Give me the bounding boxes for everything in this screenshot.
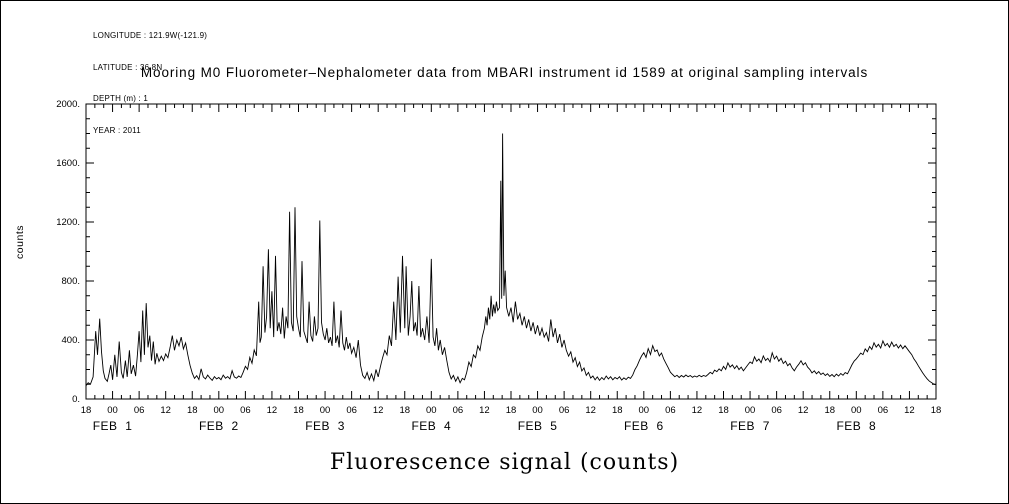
svg-text:0.: 0. — [72, 394, 80, 405]
svg-text:FEB 1: FEB 1 — [93, 419, 133, 433]
svg-text:12: 12 — [267, 405, 278, 416]
svg-text:12: 12 — [160, 405, 171, 416]
svg-text:FEB 6: FEB 6 — [624, 419, 664, 433]
svg-text:18: 18 — [187, 405, 198, 416]
svg-text:00: 00 — [214, 405, 225, 416]
svg-text:18: 18 — [506, 405, 517, 416]
svg-text:18: 18 — [612, 405, 623, 416]
metadata-latitude: LATITUDE : 36.8N — [93, 62, 163, 72]
svg-text:18: 18 — [931, 405, 942, 416]
svg-text:00: 00 — [639, 405, 650, 416]
svg-text:00: 00 — [107, 405, 118, 416]
svg-text:06: 06 — [559, 405, 570, 416]
plot-title: Mooring M0 Fluorometer–Nephalometer data… — [140, 65, 869, 80]
svg-text:FEB 2: FEB 2 — [199, 419, 239, 433]
svg-text:06: 06 — [346, 405, 357, 416]
svg-text:12: 12 — [479, 405, 490, 416]
metadata-longitude: LONGITUDE : 121.9W(-121.9) — [93, 31, 208, 40]
x-axis-ticks — [85, 104, 937, 399]
svg-text:1600.: 1600. — [56, 158, 80, 169]
svg-text:FEB 5: FEB 5 — [518, 419, 558, 433]
svg-text:06: 06 — [453, 405, 464, 416]
svg-text:12: 12 — [692, 405, 703, 416]
svg-text:06: 06 — [665, 405, 676, 416]
x-axis-caption: Fluorescence signal (counts) — [329, 450, 680, 475]
metadata-depth: DEPTH (m) : 1 — [93, 94, 149, 103]
svg-text:06: 06 — [878, 405, 889, 416]
svg-text:00: 00 — [426, 405, 437, 416]
svg-text:06: 06 — [771, 405, 782, 416]
svg-text:18: 18 — [293, 405, 304, 416]
svg-text:FEB 8: FEB 8 — [836, 419, 876, 433]
svg-text:12: 12 — [904, 405, 915, 416]
axis-tick-labels: 18 00 06 12 18 00 06 12 18 00 06 12 18 00 06 12 18 00 06 12… — [56, 99, 941, 433]
svg-text:12: 12 — [798, 405, 809, 416]
y-axis-ticks — [86, 103, 936, 400]
svg-text:18: 18 — [81, 405, 92, 416]
series-line — [85, 133, 937, 386]
svg-text:12: 12 — [373, 405, 384, 416]
metadata-block: LONGITUDE : 121.9W(-121.9) LATITUDE : 36… — [93, 10, 207, 157]
svg-text:18: 18 — [399, 405, 410, 416]
plot-frame — [85, 103, 937, 400]
svg-text:800.: 800. — [62, 276, 81, 287]
svg-text:18: 18 — [824, 405, 835, 416]
svg-text:12: 12 — [585, 405, 596, 416]
svg-text:1200.: 1200. — [56, 217, 80, 228]
svg-text:00: 00 — [532, 405, 543, 416]
svg-text:18: 18 — [718, 405, 729, 416]
svg-text:00: 00 — [320, 405, 331, 416]
svg-text:00: 00 — [851, 405, 862, 416]
svg-text:FEB 7: FEB 7 — [730, 419, 770, 433]
svg-text:00: 00 — [745, 405, 756, 416]
svg-text:FEB 4: FEB 4 — [411, 419, 451, 433]
metadata-year: YEAR : 2011 — [93, 125, 141, 135]
svg-text:400.: 400. — [62, 335, 81, 346]
svg-text:06: 06 — [240, 405, 251, 416]
svg-text:2000.: 2000. — [56, 99, 80, 110]
svg-text:06: 06 — [134, 405, 145, 416]
svg-text:FEB 3: FEB 3 — [305, 419, 345, 433]
